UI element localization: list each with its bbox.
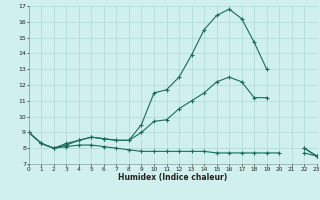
X-axis label: Humidex (Indice chaleur): Humidex (Indice chaleur) (118, 173, 228, 182)
